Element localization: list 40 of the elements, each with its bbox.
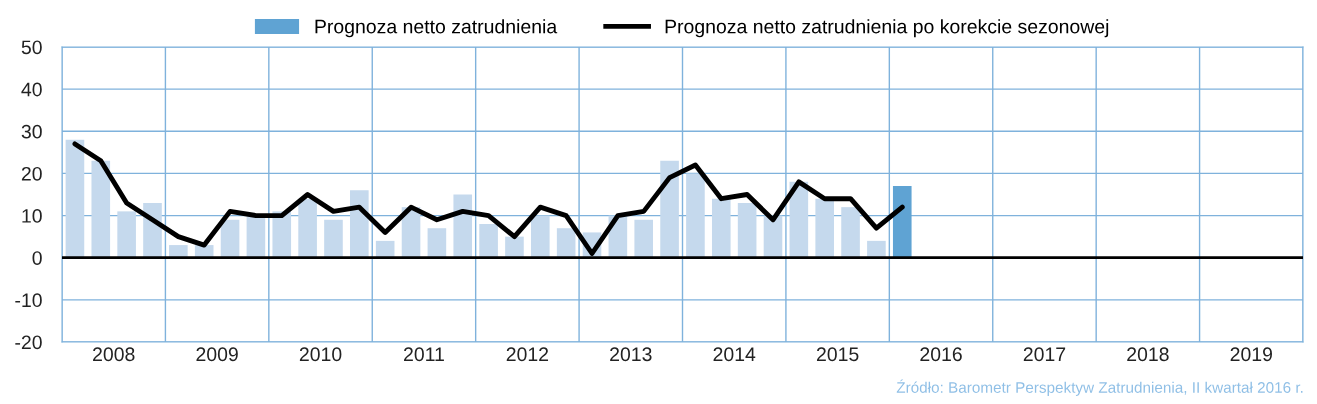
legend-label: Prognoza netto zatrudnienia po korekcie sezonowej: [665, 19, 1109, 38]
bar: [892, 186, 912, 258]
y-tick-label: 40: [21, 82, 42, 97]
bar: [556, 228, 576, 258]
x-tick-label: 2011: [404, 347, 444, 362]
bar: [737, 202, 757, 258]
x-tick-label: 2009: [196, 347, 238, 362]
bar: [815, 198, 835, 258]
y-tick-label: 30: [21, 124, 42, 139]
y-tick-label: 0: [32, 251, 42, 265]
y-tick-label: 50: [21, 40, 42, 55]
x-tick-label: 2008: [93, 347, 135, 362]
bar: [65, 139, 85, 258]
bar: [634, 219, 654, 258]
bar: [479, 224, 498, 258]
x-tick-label: 2014: [713, 347, 756, 362]
bar: [530, 215, 550, 258]
bar: [324, 219, 343, 258]
y-tick-label: 20: [21, 166, 42, 181]
y-tick-label: -10: [15, 293, 42, 308]
bar: [686, 173, 705, 258]
y-tick-label: -20: [15, 335, 42, 350]
y-tick-label: 10: [22, 209, 42, 223]
x-tick-label: 2016: [920, 347, 962, 362]
bar: [298, 198, 317, 258]
bar: [117, 211, 136, 258]
text: Źródło: Barometr Perspektyw Zatrudnienia, II kwartał 2016 r.: [896, 379, 1303, 396]
x-tick-label: 2017: [1023, 347, 1066, 362]
x-tick-label: 2019: [1230, 347, 1272, 362]
bar: [427, 228, 447, 258]
bar: [91, 160, 111, 258]
x-tick-label: 2015: [816, 347, 859, 362]
bar: [660, 160, 679, 258]
x-tick-label: 2010: [299, 347, 342, 362]
x-tick-label: 2018: [1127, 347, 1169, 362]
x-tick-label: 2013: [610, 347, 652, 362]
legend-label: Prognoza netto zatrudnienia: [315, 19, 558, 38]
bar: [841, 207, 860, 258]
bar: [711, 198, 731, 258]
x-tick-label: 2012: [506, 347, 549, 362]
